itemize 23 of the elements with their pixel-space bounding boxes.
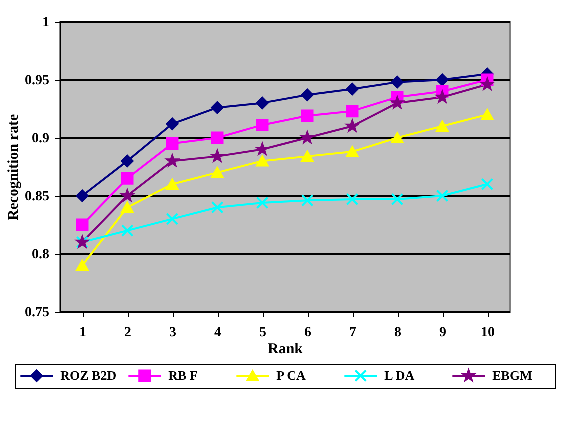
y-tick-label: 1 [42, 16, 50, 30]
y-tick-label: 0.75 [25, 306, 50, 320]
x-axis-title: Rank [268, 342, 304, 358]
legend-label: EBGM [492, 368, 532, 383]
x-tick-label: 7 [350, 326, 356, 340]
x-tick-label: 2 [124, 326, 132, 340]
x-tick-label: 10 [481, 326, 495, 340]
x-tick-label: 1 [80, 326, 86, 340]
legend-label: P CA [276, 368, 306, 383]
x-tick-label: 6 [304, 326, 312, 340]
y-axis-title: Recognition rate [6, 114, 22, 221]
legend-label: RB F [168, 368, 198, 383]
y-tick-label: 0.85 [25, 190, 50, 204]
x-tick-label: 4 [214, 326, 222, 340]
y-tick-label: 0.95 [25, 74, 50, 88]
x-tick-label: 3 [170, 326, 176, 340]
legend-label: L DA [384, 368, 416, 383]
y-tick-label: 0.9 [32, 132, 50, 146]
x-tick-label: 9 [440, 326, 446, 340]
x-tick-label: 5 [260, 326, 266, 340]
legend-label: ROZ B2D [60, 368, 117, 383]
x-tick-label: 8 [394, 326, 402, 340]
y-tick-label: 0.8 [32, 248, 50, 262]
